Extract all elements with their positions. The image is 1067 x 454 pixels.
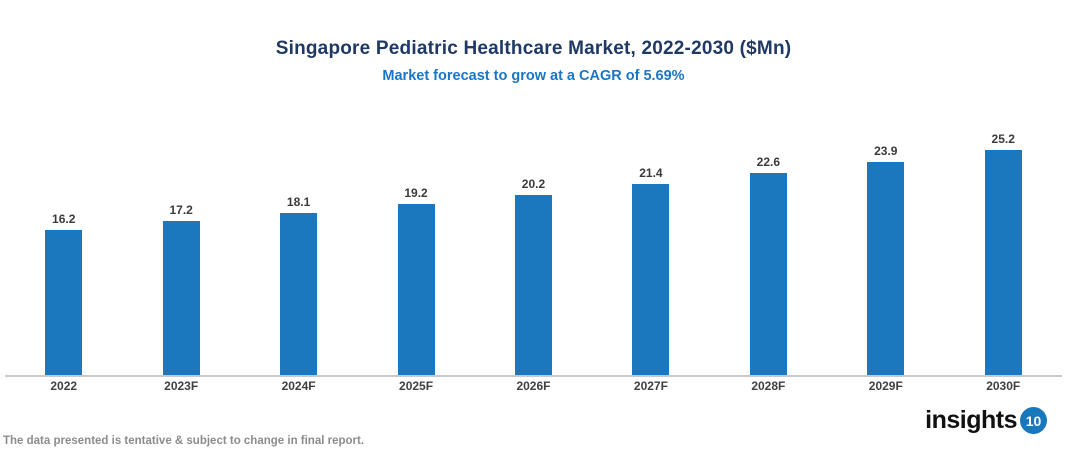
bar xyxy=(162,221,200,375)
bar xyxy=(397,204,435,375)
bar-value-label: 22.6 xyxy=(756,155,781,169)
chart-title: Singapore Pediatric Healthcare Market, 2… xyxy=(275,38,792,59)
bar-value-label: 23.9 xyxy=(874,144,898,158)
disclaimer-text: The data presented is tentative & subjec… xyxy=(3,435,365,447)
bar xyxy=(280,213,318,375)
bar-value-label: 16.2 xyxy=(52,212,76,226)
x-axis-label: 2025F xyxy=(399,379,434,393)
logo-badge-icon: 10 xyxy=(1020,407,1047,434)
bar xyxy=(749,173,787,375)
x-axis-label: 2029F xyxy=(868,379,903,393)
bar-column: 25.2 xyxy=(945,113,1062,375)
x-axis-label: 2024F xyxy=(281,379,316,393)
bar xyxy=(632,184,670,375)
insights10-logo: insights 10 xyxy=(925,407,1047,434)
bar-value-label: 21.4 xyxy=(639,166,663,180)
bar-value-label: 19.2 xyxy=(404,186,428,200)
x-axis-label: 2030F xyxy=(986,379,1021,393)
bar-value-label: 20.2 xyxy=(521,177,546,191)
bar xyxy=(45,230,83,375)
x-axis-label: 2028F xyxy=(751,379,786,393)
x-axis-label: 2023F xyxy=(164,379,199,393)
bar-column: 16.2 xyxy=(5,113,122,375)
x-axis-label: 2027F xyxy=(633,379,668,393)
chart-subtitle: Market forecast to grow at a CAGR of 5.6… xyxy=(382,68,685,84)
bar xyxy=(984,150,1022,375)
bar-column: 20.2 xyxy=(475,113,592,375)
x-axis-label: 2026F xyxy=(516,379,551,393)
bar-column: 23.9 xyxy=(827,113,944,375)
logo-wordmark: insights xyxy=(925,406,1017,434)
x-axis-labels: 2022 2023F 2024F 2025F 2026F 2027F 2028F 2029F 2… xyxy=(5,379,1062,393)
bar-column: 21.4 xyxy=(592,113,709,375)
bar-value-label: 17.2 xyxy=(169,203,193,217)
bar xyxy=(514,195,552,375)
bar-column: 22.6 xyxy=(710,113,827,375)
bar-value-label: 25.2 xyxy=(991,132,1015,146)
bar-column: 17.2 xyxy=(122,113,239,375)
bar-column: 18.1 xyxy=(240,113,357,375)
x-axis-label: 2022 xyxy=(50,379,78,393)
bar-value-label: 18.1 xyxy=(286,195,311,209)
bar-column: 19.2 xyxy=(357,113,474,375)
plot-area: 16.2 17.2 18.1 19.2 20.2 21.4 22.6 23.9 25.2 xyxy=(5,113,1062,377)
bar xyxy=(867,162,905,375)
